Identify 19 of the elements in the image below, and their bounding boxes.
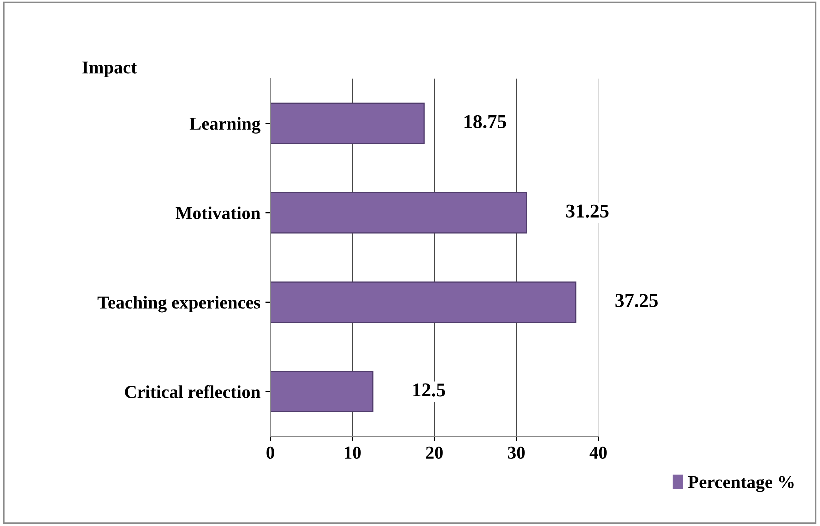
data-label: 18.75 xyxy=(464,115,506,129)
x-tick-label: 10 xyxy=(345,446,361,460)
data-label: 31.25 xyxy=(566,204,609,218)
y-tick-label: Teaching experiences xyxy=(98,296,260,313)
bar xyxy=(270,102,425,144)
bar xyxy=(270,192,528,234)
bar xyxy=(270,282,577,324)
y-tick-label: Critical reflection xyxy=(125,385,261,398)
y-tick-label: Motivation xyxy=(176,206,261,220)
y-tick-label: Learning xyxy=(190,117,261,134)
data-label: 37.25 xyxy=(616,294,658,308)
bar xyxy=(270,371,374,413)
x-tick-label: 40 xyxy=(590,446,607,460)
text: Impact xyxy=(82,62,138,78)
legend-label: Percentage % xyxy=(688,476,794,492)
x-tick-label: 30 xyxy=(508,446,525,460)
x-tick-label: 20 xyxy=(426,446,443,460)
x-tick-label: 0 xyxy=(266,446,274,460)
data-label: 12.5 xyxy=(414,384,446,397)
